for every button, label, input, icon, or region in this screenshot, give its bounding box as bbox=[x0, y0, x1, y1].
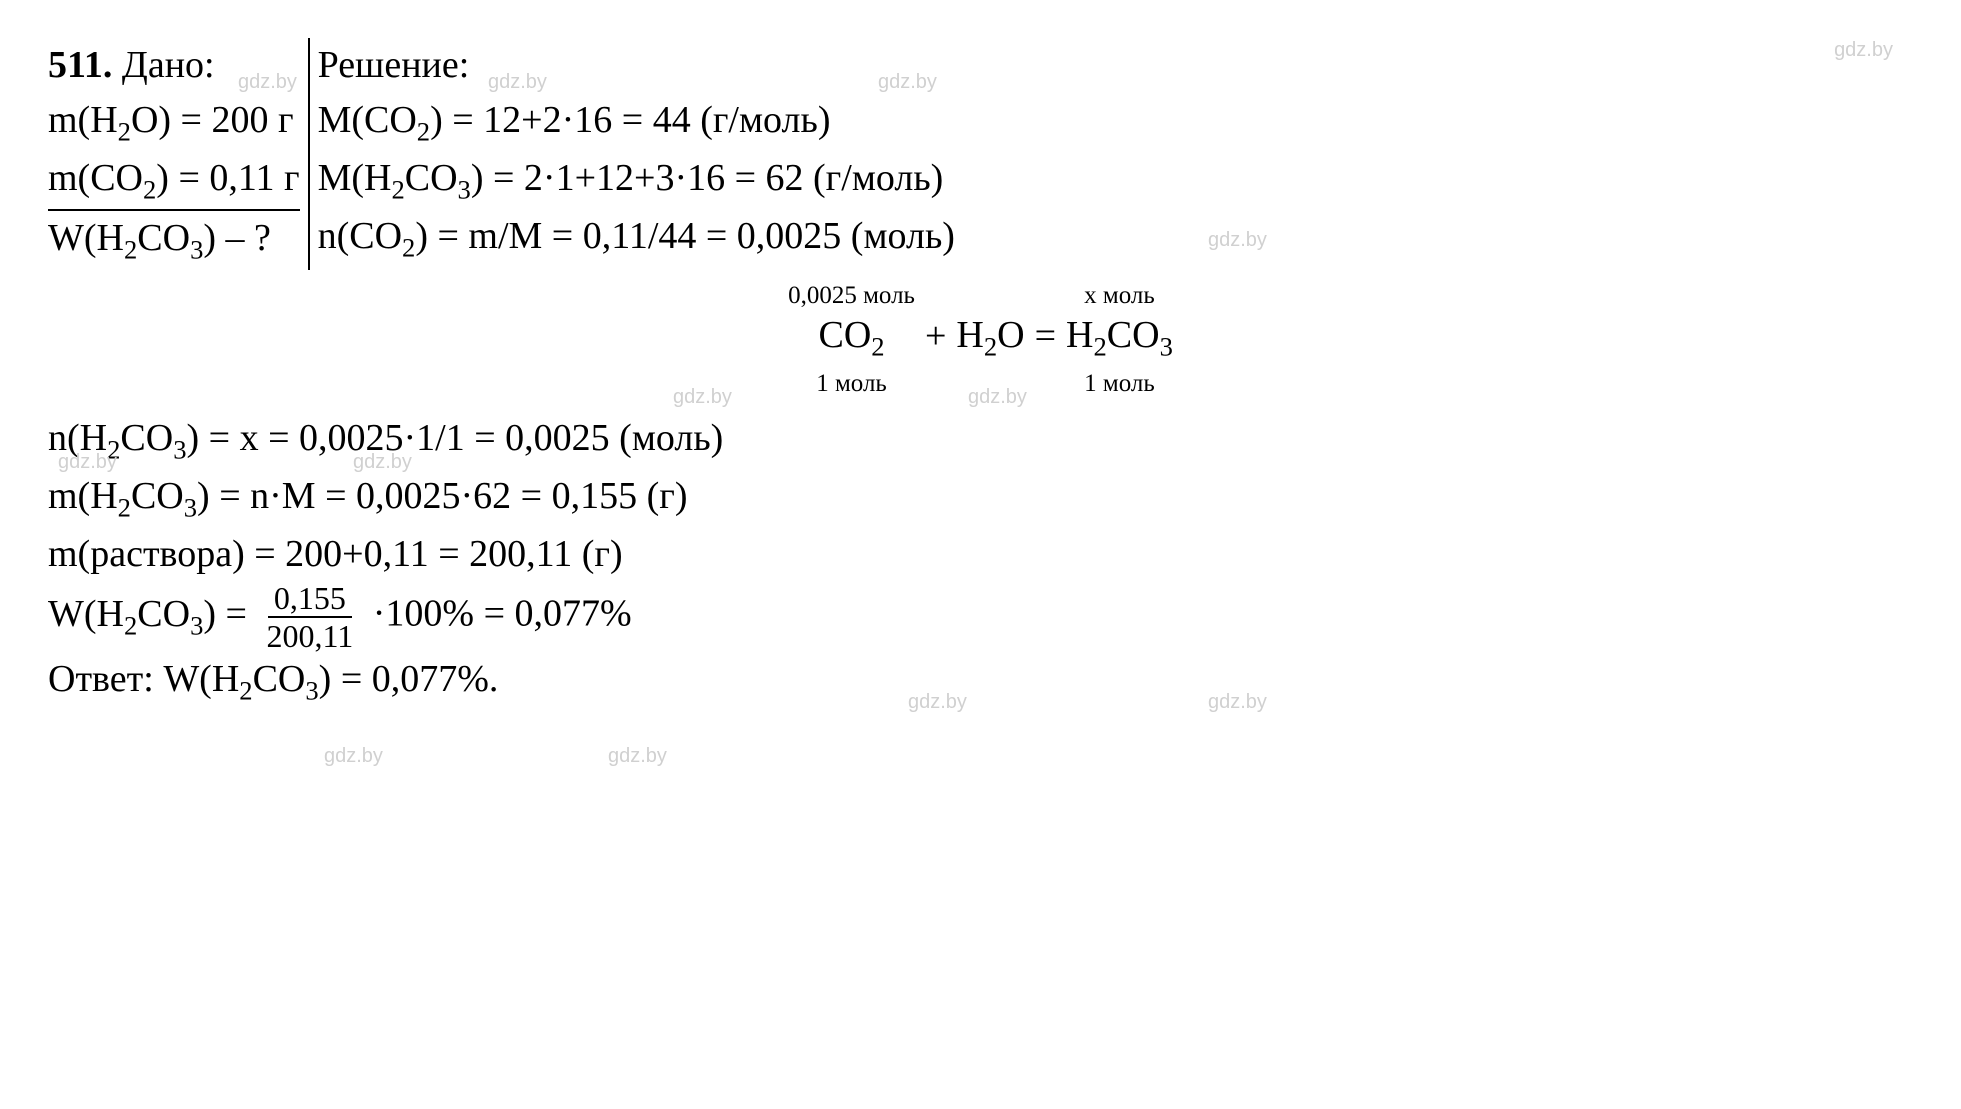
reaction-r2: H2O bbox=[956, 308, 1024, 366]
given-section: 511. Дано: m(H2O) = 200 г m(CO2) = 0,11 … bbox=[48, 38, 310, 270]
solution-line-3: n(CO2) = m/M = 0,11/44 = 0,0025 (моль) bbox=[318, 209, 955, 267]
solution-line-1: M(CO2) = 12+2·16 = 44 (г/моль) bbox=[318, 93, 955, 151]
answer-line: Ответ: W(H2CO3) = 0,077%. bbox=[48, 652, 1913, 710]
solution-label: Решение: bbox=[318, 38, 955, 93]
calc-line-3: m(раствора) = 200+0,11 = 200,11 (г) bbox=[48, 527, 1913, 582]
reaction-r3-bottom: 1 моль bbox=[1084, 366, 1155, 396]
answer-text: W(H2CO3) = 0,077%. bbox=[154, 658, 499, 700]
reaction-r3-top: x моль bbox=[1084, 278, 1155, 308]
fraction-numerator: 0,155 bbox=[268, 582, 352, 618]
calc-line-4: W(H2CO3) = 0,155 200,11 ·100% = 0,077% bbox=[48, 582, 1913, 652]
given-solution-block: 511. Дано: m(H2O) = 200 г m(CO2) = 0,11 … bbox=[48, 38, 1913, 270]
reaction-r1: CO2 bbox=[818, 308, 884, 366]
fraction-denominator: 200,11 bbox=[260, 618, 359, 652]
reaction-plus: + bbox=[925, 309, 946, 364]
solution-line-2: M(H2CO3) = 2·1+12+3·16 = 62 (г/моль) bbox=[318, 151, 955, 209]
given-line-1: m(H2O) = 200 г bbox=[48, 93, 300, 151]
problem-number: 511. bbox=[48, 44, 112, 86]
reaction-r1-top: 0,0025 моль bbox=[788, 278, 915, 308]
watermark: gdz.by bbox=[608, 742, 667, 771]
reaction-r1-bottom: 1 моль bbox=[816, 366, 887, 396]
given-label: Дано: bbox=[122, 44, 215, 86]
answer-label: Ответ: bbox=[48, 658, 154, 700]
calc-line-4-post: ·100% = 0,077% bbox=[373, 593, 632, 635]
calc-line-4-pre: W(H2CO3) = bbox=[48, 593, 256, 635]
solution-section: Решение: M(CO2) = 12+2·16 = 44 (г/моль) … bbox=[310, 38, 955, 268]
fraction: 0,155 200,11 bbox=[260, 582, 359, 652]
reaction-equation: 0,0025 моль CO2 1 моль + H2O = x моль H2… bbox=[48, 278, 1913, 396]
given-line-2: m(CO2) = 0,11 г bbox=[48, 151, 300, 211]
reaction-eq: = bbox=[1035, 309, 1056, 364]
calc-line-1: n(H2CO3) = x = 0,0025·1/1 = 0,0025 (моль… bbox=[48, 411, 1913, 469]
calc-line-2: m(H2CO3) = n·M = 0,0025·62 = 0,155 (г) bbox=[48, 469, 1913, 527]
watermark: gdz.by bbox=[324, 742, 383, 771]
reaction-r3: H2CO3 bbox=[1066, 308, 1173, 366]
given-question: W(H2CO3) – ? bbox=[48, 211, 300, 269]
